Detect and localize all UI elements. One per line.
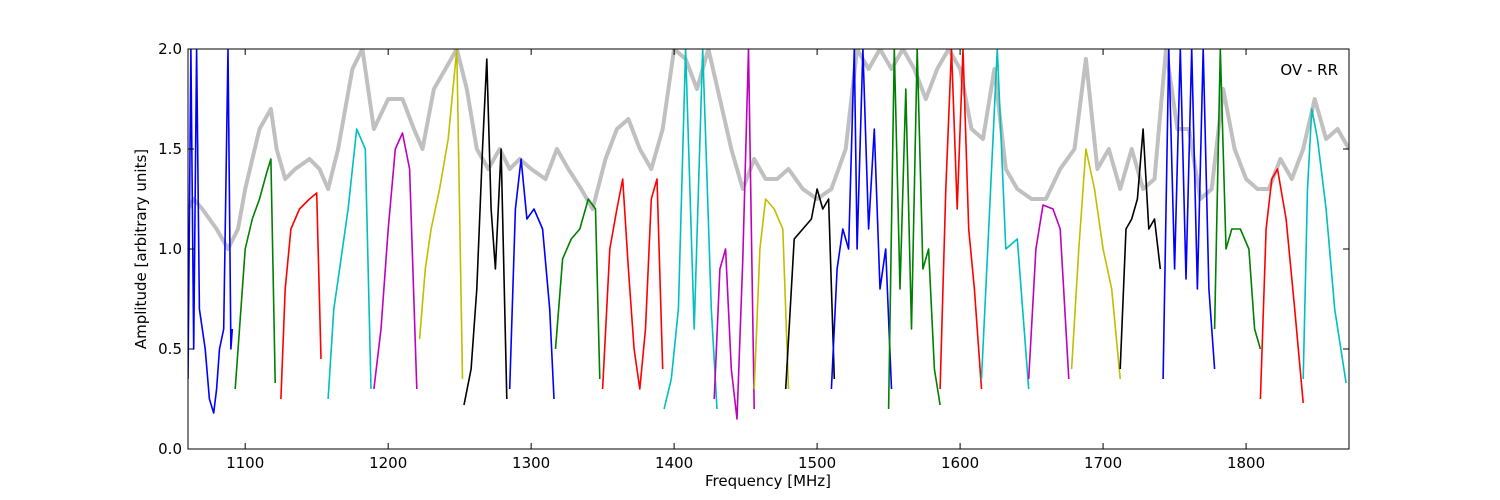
series-line-23 bbox=[1213, 49, 1262, 350]
background-series-line bbox=[188, 49, 1349, 251]
x-tick-label: 1100 bbox=[226, 454, 264, 472]
series-line-19 bbox=[1027, 204, 1070, 380]
series-line-24 bbox=[1259, 168, 1304, 404]
series-line-22 bbox=[1162, 49, 1216, 380]
y-tick-label: 0.0 bbox=[158, 440, 182, 458]
series-line-12 bbox=[713, 49, 755, 420]
series-line-6 bbox=[418, 49, 464, 380]
series-line-2 bbox=[234, 158, 276, 390]
y-tick-label: 2.0 bbox=[158, 40, 182, 58]
x-tick-label: 1300 bbox=[512, 454, 550, 472]
y-tick-label: 1.5 bbox=[158, 140, 182, 158]
series-line-11 bbox=[663, 49, 718, 410]
series-line-16 bbox=[887, 49, 941, 410]
series-line-4 bbox=[327, 128, 372, 400]
y-tick-label: 1.0 bbox=[158, 240, 182, 258]
series-line-7 bbox=[463, 58, 508, 406]
y-tick-label: 0.5 bbox=[158, 340, 182, 358]
y-axis: 0.0 0.5 1.0 1.5 2.0 bbox=[158, 40, 1349, 458]
plot-area bbox=[188, 49, 1349, 420]
x-tick-label: 1800 bbox=[1227, 454, 1265, 472]
series-line-3 bbox=[280, 192, 322, 400]
series-line-5 bbox=[373, 132, 418, 390]
x-tick-label: 1700 bbox=[1084, 454, 1122, 472]
series-line-15 bbox=[830, 49, 893, 390]
x-axis: 1100 1200 1300 1400 1500 1600 1700 1800 bbox=[226, 49, 1265, 472]
x-tick-label: 1400 bbox=[655, 454, 693, 472]
series-line-25 bbox=[1302, 108, 1347, 384]
x-tick-label: 1200 bbox=[369, 454, 407, 472]
series-line-1 bbox=[188, 49, 234, 414]
series-line-21 bbox=[1119, 128, 1162, 370]
x-tick-label: 1600 bbox=[941, 454, 979, 472]
x-tick-label: 1500 bbox=[798, 454, 836, 472]
series-line-17 bbox=[939, 49, 983, 390]
series-line-9 bbox=[554, 198, 601, 380]
series-line-8 bbox=[508, 158, 555, 400]
series-line-14 bbox=[784, 188, 836, 390]
series-line-13 bbox=[753, 198, 790, 390]
chart-annotation: OV - RR bbox=[1280, 61, 1338, 79]
x-axis-label: Frequency [MHz] bbox=[705, 472, 831, 490]
series-line-20 bbox=[1070, 148, 1121, 380]
series-line-18 bbox=[980, 49, 1030, 390]
y-axis-label: Amplitude [arbitrary units] bbox=[132, 149, 150, 349]
series-line-10 bbox=[601, 178, 664, 390]
